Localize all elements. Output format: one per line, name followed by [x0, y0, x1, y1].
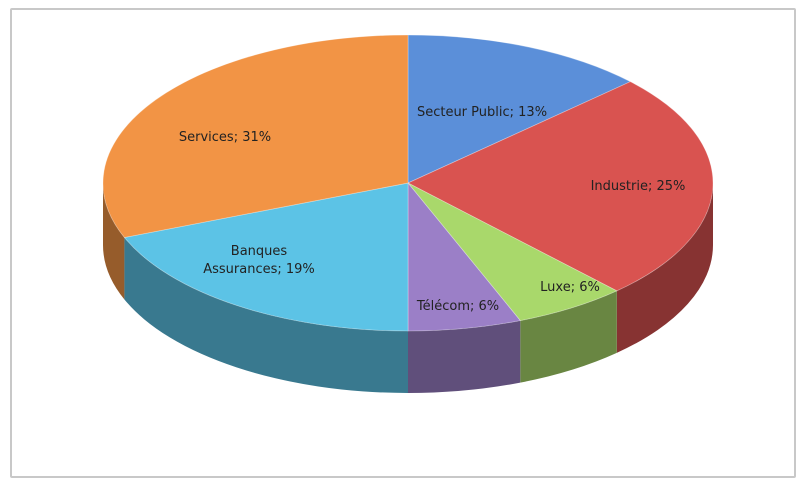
pie-side-services — [103, 183, 125, 300]
pie-side-banques-assurances — [124, 237, 408, 393]
slice-label-telecom: Télécom; 6% — [416, 299, 499, 314]
pie-side-walls — [103, 183, 713, 393]
pie-slice-industrie — [407, 81, 714, 292]
slice-label-secteur-public: Secteur Public; 13% — [417, 105, 547, 120]
pie-slices — [102, 34, 714, 332]
pie-side-luxe — [520, 290, 617, 383]
pie-slice-telecom — [407, 181, 522, 332]
pie-side-telecom — [408, 320, 521, 393]
pie-slice-luxe — [407, 182, 618, 322]
pie-slice-services — [102, 34, 409, 238]
pie-chart: Secteur Public; 13% Industrie; 25% Luxe;… — [102, 34, 714, 393]
slice-label-luxe: Luxe; 6% — [540, 280, 600, 295]
pie-slice-banques-assurances — [123, 182, 409, 332]
slice-label-services: Services; 31% — [179, 130, 271, 145]
pie-slice-secteur-public — [407, 34, 632, 184]
pie-labels: Secteur Public; 13% Industrie; 25% Luxe;… — [179, 105, 686, 314]
slice-label-industrie: Industrie; 25% — [591, 179, 686, 194]
pie-side-industrie — [616, 183, 713, 353]
slice-label-banques-assurances: Banques Assurances; 19% — [203, 244, 315, 277]
